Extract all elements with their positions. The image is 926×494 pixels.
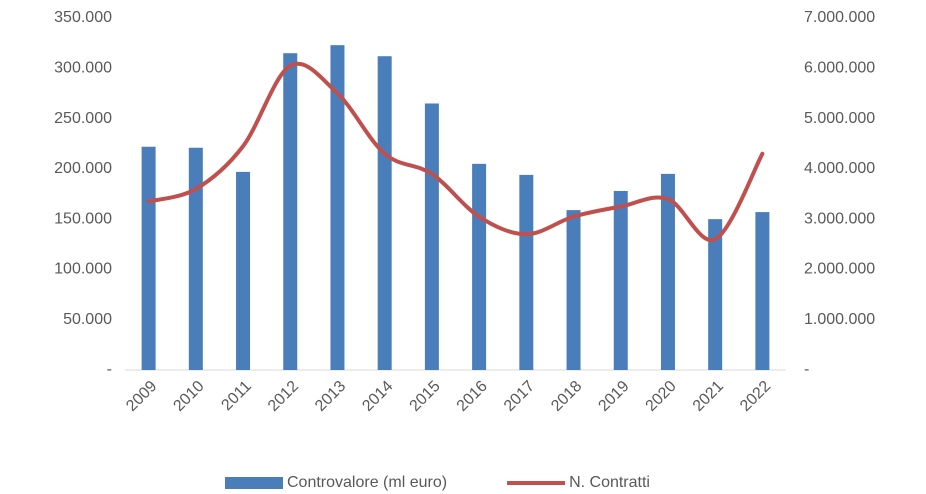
bar	[330, 45, 345, 370]
x-tick-label: 2010	[170, 378, 207, 415]
x-tick-label: 2009	[123, 378, 160, 415]
y2-tick-label: 2.000.000	[804, 261, 875, 278]
x-tick-label: 2020	[643, 378, 680, 415]
y2-tick-label: 5.000.000	[804, 110, 875, 127]
y-tick-label: 200.000	[54, 160, 112, 177]
y2-tick-label: 7.000.000	[804, 9, 875, 26]
y-tick-label: 300.000	[54, 60, 112, 77]
y-tick-label: 250.000	[54, 110, 112, 127]
y2-tick-label: 6.000.000	[804, 60, 875, 77]
bar	[141, 146, 156, 370]
bar	[660, 173, 675, 370]
legend-label: N. Contratti	[569, 474, 650, 491]
x-tick-label: 2021	[690, 378, 727, 415]
y2-tick-label: -	[804, 361, 809, 378]
y-tick-label: 150.000	[54, 210, 112, 227]
y-tick-label: 100.000	[54, 261, 112, 278]
x-tick-label: 2011	[218, 378, 254, 414]
x-tick-label: 2015	[407, 378, 444, 415]
line	[146, 61, 765, 243]
bar	[708, 219, 723, 370]
x-tick-label: 2012	[265, 378, 302, 415]
bar	[472, 163, 487, 370]
bar	[755, 212, 770, 370]
bar	[188, 147, 203, 370]
bar	[283, 53, 298, 370]
y-tick-label: 350.000	[54, 9, 112, 26]
bar	[236, 171, 251, 370]
legend-swatch	[225, 477, 283, 489]
bar	[566, 210, 581, 370]
x-tick-label: 2022	[737, 378, 774, 415]
x-tick-label: 2014	[359, 378, 396, 415]
bar	[377, 56, 392, 371]
y2-tick-label: 4.000.000	[804, 160, 875, 177]
x-tick-label: 2019	[595, 378, 632, 415]
x-tick-label: 2016	[454, 378, 491, 415]
bar	[424, 103, 439, 370]
y-tick-label: -	[107, 361, 112, 378]
y2-tick-label: 1.000.000	[804, 311, 875, 328]
legend-label: Controvalore (ml euro)	[287, 474, 447, 491]
y-tick-label: 50.000	[63, 311, 112, 328]
x-tick-label: 2013	[312, 378, 349, 415]
bar	[519, 174, 534, 370]
bar	[613, 190, 628, 370]
x-tick-label: 2017	[501, 378, 538, 415]
x-tick-label: 2018	[548, 378, 585, 415]
y2-tick-label: 3.000.000	[804, 210, 875, 227]
